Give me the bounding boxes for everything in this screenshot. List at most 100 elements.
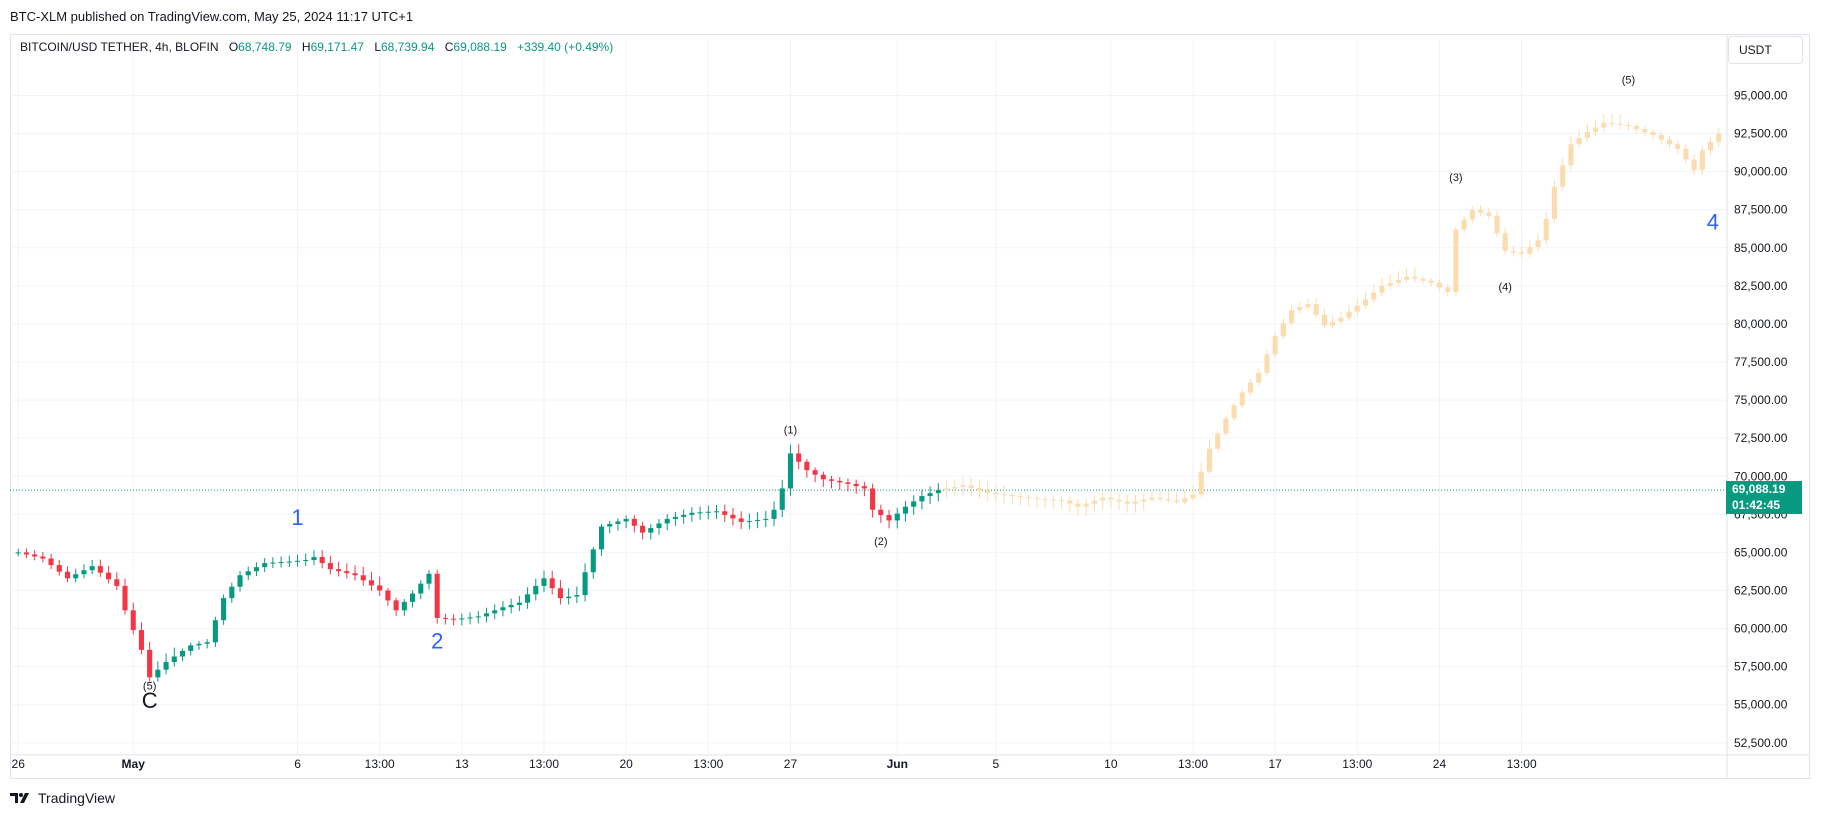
candle — [311, 556, 317, 561]
projection-candle — [1091, 500, 1097, 504]
candle — [853, 483, 859, 487]
candle — [590, 549, 596, 573]
projection-candle — [1026, 497, 1032, 499]
candle — [81, 570, 87, 575]
candle — [73, 574, 79, 579]
candle — [138, 630, 144, 650]
projection-candle — [1412, 276, 1418, 279]
wave-label: (5) — [1622, 74, 1635, 86]
projection-candle — [1642, 128, 1648, 133]
candle — [927, 493, 933, 497]
close-value: 69,088.19 — [453, 40, 507, 54]
candle — [746, 520, 752, 522]
price-tick-label: 52,500.00 — [1734, 736, 1788, 750]
projection-candle — [1461, 219, 1467, 230]
price-tick-label: 75,000.00 — [1734, 393, 1788, 407]
projection-candle — [1666, 139, 1673, 145]
open-label: O — [228, 40, 239, 54]
projection-candle — [1716, 133, 1722, 142]
candle — [886, 515, 892, 521]
projection-candle — [1494, 215, 1500, 234]
candle — [820, 474, 826, 480]
price-tick-label: 95,000.00 — [1734, 88, 1788, 102]
price-tick-label: 90,000.00 — [1734, 165, 1788, 179]
candle — [237, 575, 243, 587]
price-axis[interactable]: 52,500.00 55,000.00 57,500.00 60,000.00 62,5… — [1734, 88, 1788, 749]
projection-candle — [985, 490, 991, 494]
candle — [705, 511, 711, 513]
candle — [434, 573, 440, 618]
candle — [23, 552, 29, 555]
candle — [147, 649, 153, 678]
candle — [722, 511, 728, 515]
candle — [442, 617, 448, 619]
time-tick-label: 20 — [619, 757, 633, 771]
currency-button[interactable]: USDT — [1728, 36, 1803, 64]
candle — [648, 528, 654, 533]
time-tick-label: 17 — [1268, 757, 1282, 771]
change-value: +339.40 (+0.49%) — [517, 40, 614, 54]
time-tick-label: 10 — [1104, 757, 1118, 771]
projection-candle — [1609, 122, 1615, 124]
projection-candle — [1560, 165, 1566, 187]
candle — [32, 554, 38, 557]
footer-brand-label: TradingView — [38, 790, 116, 806]
wave-labels: (5)C12(1)(2)(3)(4)(5)4 — [142, 74, 1719, 713]
projection-candle — [960, 485, 966, 487]
projection-candle — [1527, 247, 1533, 254]
projection-candle — [1699, 150, 1705, 171]
projection-candle — [1174, 500, 1180, 503]
wave-label: 1 — [291, 505, 303, 530]
candle — [631, 518, 637, 526]
candle — [483, 613, 490, 617]
candle — [418, 583, 424, 594]
projection-candle — [1445, 287, 1451, 292]
projection-candle — [943, 488, 950, 491]
projection-candle — [1042, 499, 1048, 501]
candle — [878, 509, 884, 516]
footer-brand[interactable]: TradingView — [10, 790, 115, 806]
projection-candle — [976, 487, 982, 491]
grid-lines — [10, 34, 1810, 778]
projection-candle — [1017, 496, 1024, 498]
candle — [713, 511, 720, 513]
projection-candle — [1132, 501, 1139, 504]
projection-candle — [1625, 124, 1631, 126]
price-tick-label: 62,500.00 — [1734, 583, 1788, 597]
candle — [549, 578, 555, 589]
candle — [278, 562, 284, 564]
time-axis[interactable]: 26 May 6 13:00 13 13:00 20 13:00 27 Jun 5 10 13:00 17… — [12, 757, 1537, 771]
candle — [377, 585, 383, 591]
wave-label: (5) — [143, 681, 156, 693]
projection-candle — [968, 485, 974, 488]
candle — [911, 501, 917, 507]
candle — [796, 453, 802, 462]
candle — [171, 656, 177, 663]
projection-candle — [1395, 279, 1401, 283]
candle — [771, 509, 777, 519]
projection-candle — [1215, 433, 1221, 449]
candle — [451, 618, 457, 620]
projection-candle — [1050, 499, 1056, 501]
projection-candle — [1486, 212, 1492, 216]
projection-candle — [1519, 252, 1525, 254]
projection-candle — [1593, 127, 1599, 133]
projection-candle — [952, 486, 958, 489]
projection-candle — [1313, 304, 1319, 315]
candle — [344, 571, 350, 574]
projection-candle — [1576, 138, 1582, 145]
projection-candle — [1264, 354, 1270, 373]
candle — [681, 514, 687, 517]
candle — [533, 585, 539, 595]
wave-label: C — [142, 688, 158, 713]
projection-candle — [1568, 144, 1574, 166]
time-tick-label: 6 — [294, 757, 301, 771]
candle — [212, 620, 218, 643]
wave-label: 4 — [1707, 210, 1719, 235]
time-tick-label: 5 — [992, 757, 999, 771]
time-tick-label: 13:00 — [693, 757, 723, 771]
wave-label: 2 — [431, 628, 443, 653]
last-price-label: 69,088.19 — [1726, 481, 1802, 499]
wave-label: (1) — [784, 425, 797, 437]
